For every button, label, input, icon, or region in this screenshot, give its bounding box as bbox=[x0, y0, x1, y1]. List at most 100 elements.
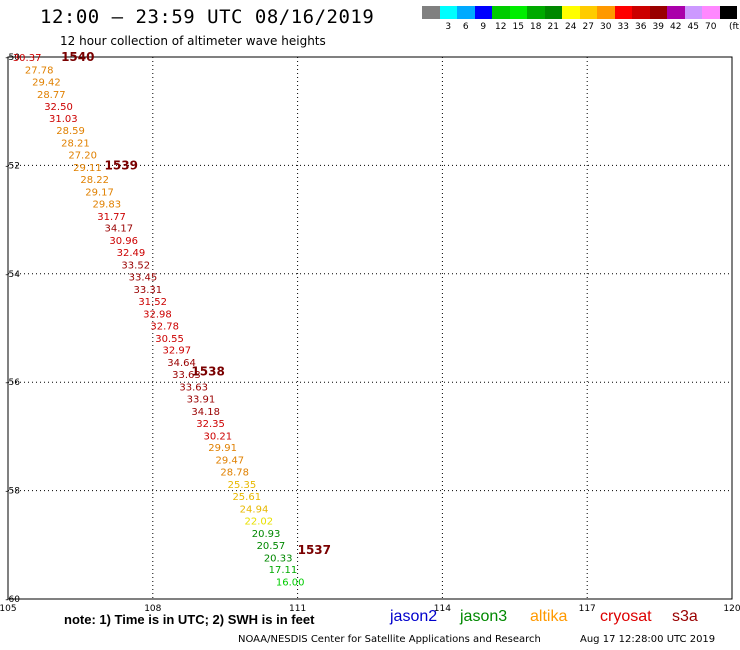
color-scale-label: 24 bbox=[565, 22, 577, 32]
wave-height-value: 30.21 bbox=[203, 431, 232, 442]
wave-height-value: 33.45 bbox=[129, 273, 158, 284]
color-swatch bbox=[579, 6, 597, 19]
lat-tick-label: -60 bbox=[5, 595, 20, 605]
legend-jason3: jason3 bbox=[460, 608, 508, 625]
color-swatch bbox=[684, 6, 702, 19]
wave-height-value: 28.59 bbox=[56, 126, 85, 137]
color-swatch bbox=[614, 6, 632, 19]
wave-height-value: 28.77 bbox=[37, 90, 66, 101]
wave-height-value: 24.94 bbox=[240, 504, 269, 515]
wave-height-value: 20.93 bbox=[252, 529, 281, 540]
timestamp-text: Aug 17 12:28:00 UTC 2019 bbox=[580, 634, 716, 645]
wave-height-value: 31.77 bbox=[97, 212, 126, 223]
color-scale-label: 70 bbox=[705, 22, 717, 32]
wave-height-value: 20.33 bbox=[264, 553, 293, 564]
color-swatch bbox=[719, 6, 737, 19]
wave-height-value: 32.78 bbox=[150, 321, 179, 332]
lat-tick-label: -52 bbox=[5, 161, 20, 171]
color-scale-bar bbox=[422, 6, 737, 19]
wave-height-value: 34.17 bbox=[105, 224, 134, 235]
wave-height-value: 27.78 bbox=[25, 65, 54, 76]
wave-height-value: 25.35 bbox=[228, 480, 257, 491]
legend-altika: altika bbox=[530, 608, 568, 625]
color-swatch bbox=[544, 6, 562, 19]
pass-number-label: 1537 bbox=[298, 543, 331, 557]
wave-height-value: 28.21 bbox=[61, 139, 90, 150]
wave-height-value: 22.02 bbox=[245, 516, 274, 527]
lon-tick-label: 105 bbox=[0, 604, 17, 614]
legend-s3a: s3a bbox=[672, 608, 698, 625]
wave-height-value: 33.52 bbox=[121, 261, 150, 272]
color-swatch bbox=[667, 6, 685, 19]
color-swatch bbox=[527, 6, 545, 19]
lat-tick-label: -58 bbox=[5, 487, 20, 497]
wave-height-value: 33.31 bbox=[133, 285, 162, 296]
legend-jason2: jason2 bbox=[390, 608, 438, 625]
wave-height-value: 25.61 bbox=[232, 492, 261, 503]
map-frame bbox=[7, 56, 733, 600]
lon-tick-label: 108 bbox=[144, 604, 161, 614]
lat-tick-label: -50 bbox=[5, 53, 20, 63]
color-scale-label: 30 bbox=[600, 22, 612, 32]
wave-height-value: 28.78 bbox=[220, 468, 249, 479]
color-swatch bbox=[439, 6, 457, 19]
lon-tick-label: 120 bbox=[723, 604, 740, 614]
lon-tick-label: 114 bbox=[434, 604, 451, 614]
map-subtitle: 12 hour collection of altimeter wave hei… bbox=[60, 34, 326, 48]
wave-height-value: 33.63 bbox=[172, 370, 201, 381]
color-scale-label: 42 bbox=[670, 22, 682, 32]
color-swatch bbox=[422, 6, 440, 19]
wave-height-value: 31.52 bbox=[138, 297, 167, 308]
wave-height-value: 33.63 bbox=[179, 383, 208, 394]
pass-number-label: 1538 bbox=[191, 364, 224, 378]
wave-height-value: 29.91 bbox=[208, 443, 237, 454]
color-scale-label: 6 bbox=[462, 22, 469, 32]
wave-height-value: 29.11 bbox=[73, 163, 102, 174]
wave-height-value: 33.91 bbox=[187, 394, 216, 405]
color-scale-label: 9 bbox=[480, 22, 487, 32]
color-swatch bbox=[649, 6, 667, 19]
wave-height-value: 32.49 bbox=[117, 248, 146, 259]
wave-height-value: 29.47 bbox=[216, 456, 245, 467]
lon-tick-label: 117 bbox=[579, 604, 596, 614]
wave-height-value: 20.57 bbox=[257, 541, 286, 552]
wave-height-value: 30.55 bbox=[155, 334, 184, 345]
wave-height-value: 29.83 bbox=[92, 199, 121, 210]
color-swatch bbox=[597, 6, 615, 19]
color-swatch bbox=[457, 6, 475, 19]
lat-tick-label: -56 bbox=[5, 378, 20, 388]
wave-height-value: 30.37 bbox=[13, 53, 42, 64]
wave-height-value: 27.20 bbox=[68, 151, 97, 162]
credit-text: NOAA/NESDIS Center for Satellite Applica… bbox=[238, 634, 541, 645]
color-scale-label: 36 bbox=[635, 22, 647, 32]
color-scale-label: 12 bbox=[495, 22, 507, 32]
pass-number-label: 1540 bbox=[61, 50, 94, 64]
wave-height-value: 16.00 bbox=[276, 578, 305, 589]
wave-height-value: 32.98 bbox=[143, 309, 172, 320]
wave-height-value: 29.17 bbox=[85, 187, 114, 198]
lon-tick-label: 111 bbox=[289, 604, 306, 614]
wave-height-value: 30.96 bbox=[109, 236, 138, 247]
color-swatch bbox=[509, 6, 527, 19]
color-scale-label: 18 bbox=[530, 22, 542, 32]
wave-height-value: 32.50 bbox=[44, 102, 73, 113]
color-scale-label: 3 bbox=[445, 22, 452, 32]
wave-height-value: 34.64 bbox=[167, 358, 196, 369]
wave-height-value: 17.11 bbox=[269, 565, 298, 576]
wave-height-value: 32.97 bbox=[162, 346, 191, 357]
wave-height-value: 34.18 bbox=[191, 407, 220, 418]
color-scale-label: 39 bbox=[652, 22, 664, 32]
color-scale-label: 27 bbox=[582, 22, 594, 32]
color-scale-label: 33 bbox=[617, 22, 629, 32]
color-scale-unit: (ft) bbox=[729, 22, 740, 32]
color-swatch bbox=[702, 6, 720, 19]
pass-number-label: 1539 bbox=[105, 158, 138, 172]
footer-note: note: 1) Time is in UTC; 2) SWH is in fe… bbox=[64, 612, 315, 627]
color-swatch bbox=[492, 6, 510, 19]
color-scale-label: 21 bbox=[547, 22, 559, 32]
lat-tick-label: -54 bbox=[5, 270, 20, 280]
wave-height-value: 32.35 bbox=[196, 419, 225, 430]
color-swatch bbox=[632, 6, 650, 19]
color-scale-label: 15 bbox=[512, 22, 524, 32]
